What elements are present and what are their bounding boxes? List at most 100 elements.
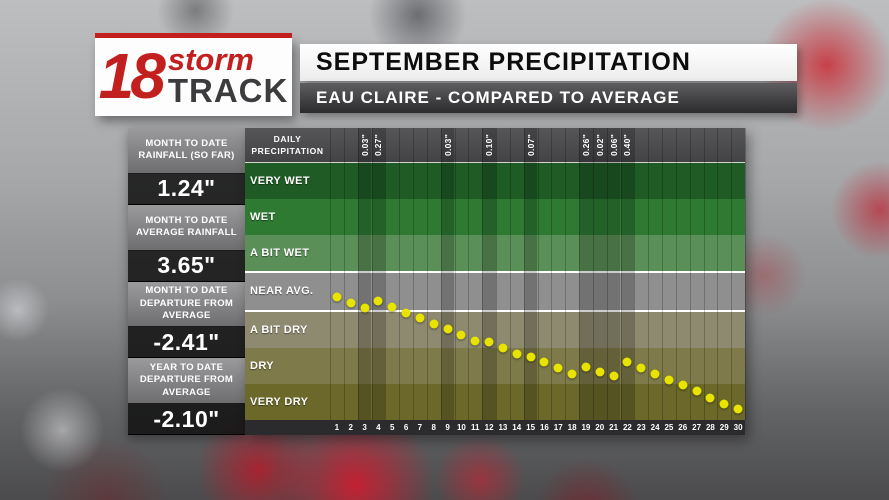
departure-data-dot xyxy=(415,313,425,323)
x-axis-day-tick: 29 xyxy=(719,423,729,432)
daily-precip-header-label: DAILY PRECIPITATION xyxy=(251,134,324,156)
departure-data-dot xyxy=(539,357,549,367)
departure-data-dot xyxy=(401,308,411,318)
x-axis-day-tick: 6 xyxy=(403,423,409,432)
rain-day-column xyxy=(620,128,635,420)
logo-number: 18 xyxy=(98,39,166,112)
chart-band-very-dry: VERY DRY xyxy=(245,383,745,420)
departure-data-dot xyxy=(332,292,342,302)
chart-band-a-bit-wet: A BIT WET xyxy=(245,235,745,272)
x-axis-day-tick: 8 xyxy=(431,423,436,432)
x-axis-day-tick: 28 xyxy=(705,423,715,432)
page-subtitle: EAU CLAIRE - COMPARED TO AVERAGE xyxy=(316,88,680,107)
x-axis-day-tick: 11 xyxy=(471,423,480,432)
x-axis-day-tick: 3 xyxy=(362,423,367,432)
column-separator xyxy=(648,128,650,420)
x-axis-day-tick: 17 xyxy=(553,423,563,432)
x-axis-day-tick: 25 xyxy=(664,423,674,432)
column-separator xyxy=(579,128,580,420)
daily-precip-value: 0.27" xyxy=(373,133,384,157)
band-label: WET xyxy=(250,211,276,224)
departure-data-dot xyxy=(373,296,383,306)
column-separator xyxy=(440,128,442,420)
x-axis-day-tick: 5 xyxy=(390,423,395,432)
column-separator xyxy=(717,128,719,420)
departure-data-dot xyxy=(553,363,563,373)
rain-day-column xyxy=(482,128,496,420)
column-separator xyxy=(468,128,470,420)
column-separator xyxy=(482,128,484,420)
column-separator xyxy=(675,128,677,420)
column-separator xyxy=(731,128,733,420)
logo-track-text: TRACK xyxy=(167,72,289,110)
x-axis-day-tick: 9 xyxy=(445,423,450,432)
x-axis-day-tick: 20 xyxy=(595,423,605,432)
column-separator xyxy=(703,128,705,420)
x-axis-day-tick: 7 xyxy=(417,423,423,432)
departure-data-dot xyxy=(429,319,439,329)
stat-label: YEAR TO DATE DEPARTURE FROM AVERAGE xyxy=(128,358,245,404)
departure-data-dot xyxy=(705,393,715,403)
departure-data-dot xyxy=(456,330,466,340)
x-axis-day-tick: 26 xyxy=(678,423,688,432)
column-separator xyxy=(620,128,622,420)
band-label: VERY WET xyxy=(250,175,311,188)
rain-day-column xyxy=(371,128,386,420)
column-separator xyxy=(689,128,691,420)
stat-label: MONTH TO DATE AVERAGE RAINFALL xyxy=(128,204,245,251)
column-separator xyxy=(413,128,414,420)
stat-value: 1.24" xyxy=(128,173,245,205)
departure-data-dot xyxy=(678,380,688,390)
stat-year-departure: YEAR TO DATE DEPARTURE FROM AVERAGE -2.1… xyxy=(128,358,245,435)
x-axis-day-tick: 10 xyxy=(456,423,466,432)
column-separator xyxy=(454,128,456,420)
rain-day-column xyxy=(357,128,372,420)
logo-red-accent-bar xyxy=(95,33,292,38)
page-title: SEPTEMBER PRECIPITATION xyxy=(316,48,691,76)
column-separator xyxy=(496,128,497,420)
departure-data-dot xyxy=(387,302,397,312)
departure-data-dot xyxy=(581,362,591,372)
column-separator xyxy=(385,128,387,420)
stat-month-departure: MONTH TO DATE DEPARTURE FROM AVERAGE -2.… xyxy=(128,281,245,359)
daily-precip-value: 0.03" xyxy=(442,133,453,157)
x-axis-day-tick: 1 xyxy=(334,423,340,432)
departure-data-dot xyxy=(526,352,536,362)
x-axis-day-tick: 22 xyxy=(622,423,632,432)
column-separator xyxy=(634,128,636,420)
departure-data-dot xyxy=(443,324,453,334)
column-separator xyxy=(399,128,401,420)
stat-label: MONTH TO DATE DEPARTURE FROM AVERAGE xyxy=(128,281,245,328)
departure-data-dot xyxy=(360,303,370,313)
chart-band-dry: DRY xyxy=(245,347,745,384)
band-label: DRY xyxy=(250,359,275,372)
band-label: VERY DRY xyxy=(250,395,309,408)
x-axis-day-tick: 4 xyxy=(376,423,381,432)
x-axis-day-tick: 19 xyxy=(581,423,591,432)
chart-header-strip xyxy=(245,128,745,163)
departure-data-dot xyxy=(512,349,522,359)
departure-data-dot xyxy=(484,337,494,347)
x-axis-day-tick: 21 xyxy=(609,423,619,432)
logo-wordmark: storm TRACK xyxy=(167,44,289,110)
daily-precip-value: 0.26" xyxy=(580,133,591,157)
stat-label: MONTH TO DATE RAINFALL (SO FAR) xyxy=(128,128,245,174)
x-axis-day-tick: 12 xyxy=(484,423,494,432)
stat-month-rainfall: MONTH TO DATE RAINFALL (SO FAR) 1.24" xyxy=(128,128,245,205)
x-axis-day-tick: 15 xyxy=(526,423,536,432)
departure-data-dot xyxy=(595,367,605,377)
x-axis-day-tick: 24 xyxy=(650,423,660,432)
daily-precip-value: 0.03" xyxy=(359,133,370,157)
column-separator xyxy=(330,128,331,420)
column-separator xyxy=(343,128,345,420)
stat-month-average: MONTH TO DATE AVERAGE RAINFALL 3.65" xyxy=(128,204,245,282)
departure-data-dot xyxy=(567,369,577,379)
column-separator xyxy=(565,128,567,420)
departure-data-dot xyxy=(650,369,660,379)
departure-data-dot xyxy=(622,357,632,367)
column-separator xyxy=(509,128,511,420)
daily-precip-value: 0.02" xyxy=(594,133,605,157)
x-axis-day-tick: 14 xyxy=(512,423,522,432)
daily-precip-value: 0.10" xyxy=(484,133,495,157)
departure-data-dot xyxy=(719,399,729,409)
